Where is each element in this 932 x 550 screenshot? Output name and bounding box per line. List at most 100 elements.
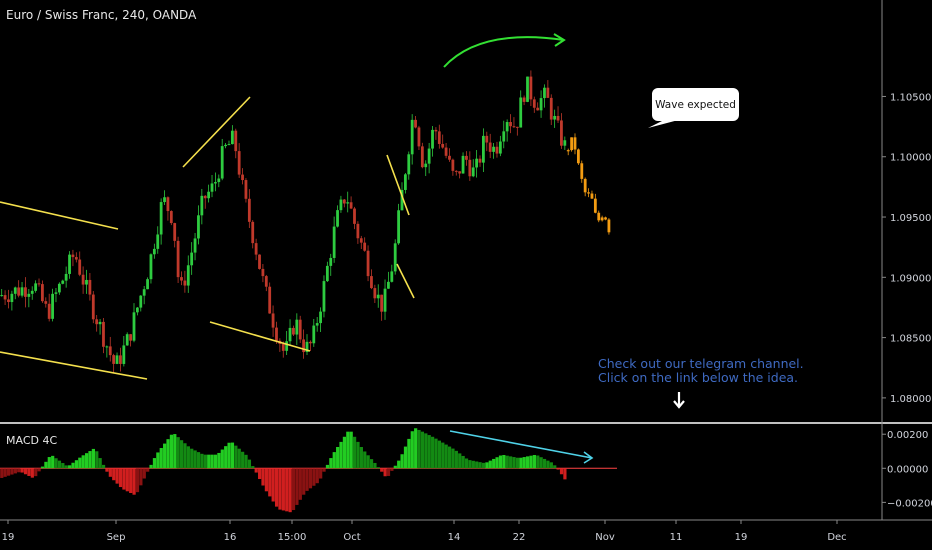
candle-body <box>251 221 255 244</box>
candle-body <box>458 171 462 174</box>
time-tick-label: Nov <box>595 532 615 543</box>
candle-body <box>410 119 414 155</box>
candle-body <box>451 159 455 171</box>
candle-body <box>224 144 227 147</box>
macd-bar <box>254 468 258 473</box>
macd-bar <box>315 468 319 484</box>
wave-expected-callout[interactable]: Wave expected <box>652 88 739 121</box>
candle-body <box>183 280 187 286</box>
macd-bar <box>74 460 79 469</box>
macd-bar <box>475 461 479 469</box>
macd-bar <box>380 468 384 472</box>
candle-body <box>142 289 146 296</box>
arc-arrow <box>443 36 565 68</box>
macd-bar <box>10 468 14 475</box>
candle-body <box>275 327 278 341</box>
macd-bar <box>0 468 4 478</box>
macd-bar <box>247 459 252 469</box>
candle-body <box>353 208 356 224</box>
candle-body <box>322 281 326 312</box>
macd-bar <box>420 431 425 469</box>
macd-bar <box>556 468 560 470</box>
divergence-arrowhead <box>583 451 594 464</box>
macd-tick-label: 0.00000 <box>887 464 928 475</box>
candle-body <box>112 355 116 364</box>
candle-body <box>414 119 417 128</box>
macd-bar <box>13 468 17 474</box>
macd-bar <box>108 468 112 477</box>
candle-body <box>285 341 289 351</box>
macd-bar <box>6 468 11 476</box>
candle-body <box>431 129 434 149</box>
macd-bar <box>278 468 282 510</box>
macd-bar <box>519 457 523 469</box>
macd-bar <box>285 468 289 512</box>
price-tick-label: 1.08000 <box>890 394 931 405</box>
macd-bar <box>305 468 309 491</box>
macd-bar <box>302 468 306 495</box>
macd-bar <box>308 468 313 489</box>
macd-bar <box>34 468 38 477</box>
candle-body <box>383 288 387 312</box>
macd-bar <box>312 468 316 486</box>
candle-body <box>319 311 322 324</box>
macd-bar <box>346 431 350 469</box>
macd-bar <box>495 457 499 469</box>
candle-body <box>529 76 533 100</box>
price-tick-label: 1.09000 <box>890 273 931 284</box>
trendline <box>386 154 410 216</box>
candle-body <box>10 293 14 303</box>
candle-body <box>471 167 475 177</box>
candle-body <box>34 283 38 291</box>
candle-body <box>332 226 336 258</box>
macd-bar <box>376 467 380 469</box>
macd-bar <box>224 446 228 469</box>
macd-bar <box>522 457 526 469</box>
macd-bar <box>505 455 509 469</box>
candle-body <box>342 199 346 204</box>
candle-body <box>166 197 170 212</box>
candle-body <box>437 131 441 144</box>
macd-bar <box>115 468 119 484</box>
candle-body <box>346 202 350 204</box>
candle-body <box>488 142 492 152</box>
price-tick-label: 1.09500 <box>890 213 931 224</box>
macd-bar <box>190 448 194 469</box>
candle-body <box>495 146 499 154</box>
candle-body <box>448 155 451 160</box>
trendline <box>396 263 415 299</box>
macd-bar <box>88 451 92 469</box>
macd-bar <box>295 468 299 505</box>
macd-bar <box>407 438 411 469</box>
candle-body <box>359 238 363 243</box>
candle-body <box>336 210 339 227</box>
macd-bar <box>135 468 140 493</box>
macd-bar <box>410 431 414 469</box>
macd-bar <box>112 468 116 481</box>
candle-body <box>200 195 204 216</box>
trendline <box>182 96 251 168</box>
macd-bar <box>268 468 272 497</box>
time-tick-label: 19 <box>2 532 15 543</box>
macd-bar <box>447 446 452 469</box>
macd-bar <box>424 433 428 469</box>
macd-bar <box>325 464 330 469</box>
macd-bar <box>536 455 540 469</box>
macd-bar <box>163 443 167 469</box>
macd-bar <box>458 453 462 469</box>
macd-bar <box>78 457 82 469</box>
macd-bar <box>244 454 248 469</box>
candle-body <box>468 159 472 177</box>
macd-bar <box>105 468 109 472</box>
macd-bar <box>51 455 55 469</box>
macd-bar <box>122 468 126 490</box>
candle-body <box>44 301 48 304</box>
projection-layer <box>566 133 611 235</box>
macd-tick-label: −0.00200 <box>887 498 932 509</box>
macd-bar <box>359 447 363 469</box>
divergence-line <box>449 430 593 459</box>
macd-bar <box>485 462 489 469</box>
projection-candle <box>583 178 587 193</box>
candle-body <box>549 97 553 120</box>
